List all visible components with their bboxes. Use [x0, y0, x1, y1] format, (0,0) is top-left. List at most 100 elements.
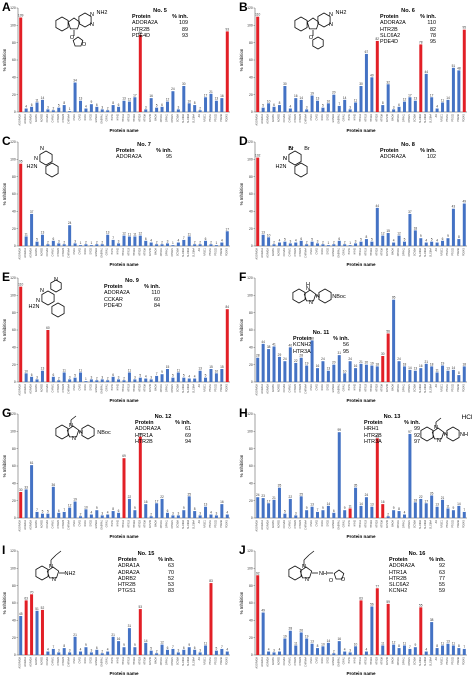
- data-label: 15: [220, 365, 224, 369]
- category-label: HTR1A: [359, 114, 362, 122]
- bar-cnr1: [73, 636, 77, 655]
- data-label: 49: [261, 609, 265, 613]
- y-tick-label: 0: [14, 110, 16, 114]
- bar-ptgs2: [214, 515, 218, 518]
- bar-pde4d: [462, 203, 466, 246]
- category-label: ADRB2: [277, 383, 280, 392]
- data-label: 32: [386, 80, 390, 84]
- data-label: 1: [172, 241, 174, 245]
- data-label: 3: [58, 239, 60, 243]
- category-label: CHRM2: [294, 656, 297, 665]
- table-header-cell: Protein: [364, 420, 383, 427]
- bar-htr2b: [375, 40, 379, 112]
- data-label: 22: [160, 495, 164, 499]
- category-label: PDE4D: [462, 248, 465, 256]
- panel-label: G: [2, 406, 12, 420]
- atom-label: Br: [304, 146, 310, 152]
- bar-htr1a: [122, 647, 126, 655]
- category-label: DRD1: [84, 519, 87, 526]
- bar-chrm1: [288, 347, 292, 382]
- category-label: CCKAR: [46, 114, 49, 123]
- bar-chrm1: [51, 486, 55, 518]
- bar-chrm2: [294, 645, 298, 655]
- category-label: GABRA1: [100, 656, 103, 666]
- data-label: 70: [30, 590, 34, 594]
- bar-slc6a2: [182, 86, 186, 112]
- bar-htr3a: [144, 504, 148, 518]
- bar-ednra: [95, 244, 99, 246]
- data-label: 109: [18, 14, 24, 18]
- category-label: AR: [198, 384, 201, 388]
- category-label: PDE4D: [225, 520, 228, 528]
- category-label: MAOA: [392, 657, 395, 664]
- table-row: HTR1A 63: [389, 570, 445, 576]
- bar-chrm1: [51, 376, 55, 382]
- category-label: CNR1: [310, 519, 313, 526]
- category-label: GRIN1: [343, 113, 346, 121]
- bar-gabra1: [337, 240, 341, 246]
- category-label: ADORA2A: [256, 114, 259, 126]
- category-label: PDE3A: [220, 248, 223, 256]
- category-label: MAOA: [155, 384, 158, 391]
- bar-drd1: [321, 244, 325, 246]
- bar-gabra1: [100, 109, 104, 112]
- category-label: PDE4D: [225, 114, 228, 122]
- bar-htr1b: [364, 53, 368, 112]
- y-tick-label: 120: [10, 140, 16, 144]
- data-label: 67: [365, 50, 369, 54]
- data-label: 8: [112, 507, 114, 511]
- category-label: CCKAR: [46, 520, 49, 529]
- bar-nr3c1: [441, 240, 445, 246]
- category-label: CHRM3: [62, 113, 65, 122]
- data-label: 12: [139, 232, 143, 236]
- bar-pde3a: [220, 369, 224, 382]
- category-label: CNR1: [73, 113, 76, 120]
- bar-slc6a2: [182, 649, 186, 655]
- table-row: HTR2B 92: [364, 433, 420, 439]
- protein-cell: CCKAR: [104, 296, 123, 303]
- data-label: 6: [31, 373, 33, 377]
- y-tick-label: 40: [249, 482, 253, 486]
- y-tick-label: 60: [12, 601, 16, 605]
- aminotriazine-phenyl-structure: NN H2N: [26, 146, 59, 178]
- protein-cell: ADORA2A: [116, 154, 142, 161]
- y-tick-label: 80: [249, 311, 253, 315]
- data-label: 24: [365, 493, 369, 497]
- category-label: CCKAR: [46, 657, 49, 666]
- data-label: 4: [226, 511, 228, 515]
- data-label: 3: [101, 105, 103, 109]
- bar-maoa: [155, 107, 159, 112]
- category-label: SLC6A4: [430, 247, 433, 257]
- inhibition-cell: 94: [185, 438, 191, 445]
- category-label: DRD2: [89, 113, 92, 120]
- bar-htr3a: [144, 378, 148, 382]
- table-row: KCNH2 59: [389, 588, 445, 594]
- data-label: 51: [452, 64, 456, 68]
- y-tick-label: 120: [10, 412, 16, 416]
- data-label: 5: [404, 238, 406, 242]
- category-label: NR3C1: [204, 383, 207, 392]
- category-label: HRH2: [117, 383, 120, 390]
- data-label: 14: [452, 366, 456, 370]
- y-axis-title: % Inhibition: [2, 318, 7, 341]
- data-label: 95: [392, 296, 396, 300]
- data-label: 18: [414, 498, 418, 502]
- data-label: 11: [403, 641, 407, 645]
- y-tick-label: 120: [10, 6, 16, 10]
- bar-cnr1: [73, 377, 77, 382]
- category-label: OPRM1: [408, 247, 411, 256]
- table-row: SLC6A2 55: [389, 582, 445, 588]
- bar-cnr2: [79, 100, 83, 112]
- atom-label: H2N: [275, 164, 286, 170]
- bar-hrh1: [111, 239, 115, 246]
- y-tick-label: 20: [249, 93, 253, 97]
- data-label: 3: [118, 239, 120, 243]
- data-label: 17: [408, 93, 412, 97]
- atom-label: O: [82, 42, 87, 48]
- protein-cell: HTR1A: [389, 569, 407, 576]
- bar-slc6a3: [187, 647, 191, 655]
- category-label: NR3C1: [441, 383, 444, 392]
- bar-chrna4: [68, 652, 72, 655]
- category-label: OPRM1: [171, 113, 174, 122]
- category-label: MAOA: [155, 520, 158, 527]
